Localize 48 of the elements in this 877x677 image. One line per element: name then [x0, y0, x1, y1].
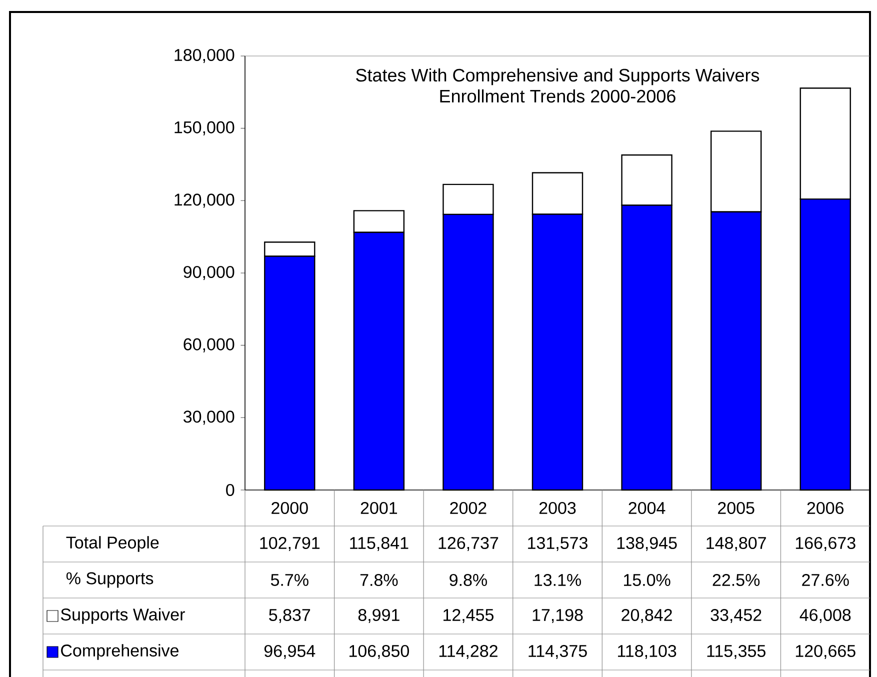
- data-label: 46,008: [800, 608, 851, 624]
- text: 5.7%: [270, 574, 308, 586]
- x-tick-label: 2000: [272, 502, 308, 514]
- legend-label: Comprehensive: [61, 644, 178, 660]
- data-label: 120,665: [796, 644, 856, 660]
- data-label: 114,375: [528, 644, 587, 660]
- text: % Supports: [66, 572, 154, 588]
- data-label: 33,452: [710, 608, 762, 624]
- data-label: 8,991: [358, 608, 400, 624]
- text: States With Comprehensive and Supports Waivers: [356, 68, 760, 86]
- x-tick-label: 2004: [628, 502, 666, 514]
- x-tick-label: 2005: [718, 502, 754, 514]
- y-tick-label: 180,000: [174, 48, 234, 64]
- text: Enrollment Trends 2000-2006: [440, 89, 676, 103]
- total-label: 102,791: [260, 536, 320, 552]
- text: Total People: [66, 536, 159, 552]
- total-label: 115,841: [350, 536, 408, 552]
- data-label: 114,282: [439, 644, 498, 660]
- data-label: 106,850: [350, 644, 409, 660]
- text: 15.0%: [624, 574, 670, 586]
- total-label: 138,945: [617, 536, 677, 552]
- total-label: 166,673: [796, 536, 856, 552]
- data-label: 12,455: [444, 608, 494, 624]
- x-tick-label: 2001: [360, 502, 398, 514]
- data-label: 118,103: [618, 644, 676, 660]
- legend-label: Supports Waiver: [60, 608, 185, 624]
- text: 22.5%: [712, 574, 760, 586]
- text: 27.6%: [802, 574, 849, 586]
- total-label: 131,573: [528, 536, 588, 552]
- y-tick-label: 150,000: [174, 121, 234, 136]
- y-tick-label: 0: [226, 484, 234, 496]
- data-label: 17,198: [532, 608, 583, 624]
- data-label: 20,842: [622, 608, 672, 624]
- total-label: 148,807: [706, 536, 766, 552]
- x-tick-label: 2002: [450, 502, 486, 514]
- y-tick-label: 120,000: [174, 194, 234, 208]
- y-tick-label: 60,000: [184, 338, 234, 352]
- data-label: 5,837: [269, 608, 310, 624]
- text: 7.8%: [360, 574, 398, 586]
- y-tick-label: 90,000: [184, 266, 234, 280]
- x-tick-label: 2003: [539, 502, 576, 514]
- total-label: 126,737: [438, 536, 498, 552]
- text: 9.8%: [450, 574, 487, 586]
- data-label: 115,355: [707, 644, 766, 660]
- y-tick-label: 30,000: [184, 410, 234, 425]
- data-label: 96,954: [264, 644, 316, 660]
- x-tick-label: 2006: [807, 502, 844, 514]
- text: 13.1%: [534, 574, 581, 586]
